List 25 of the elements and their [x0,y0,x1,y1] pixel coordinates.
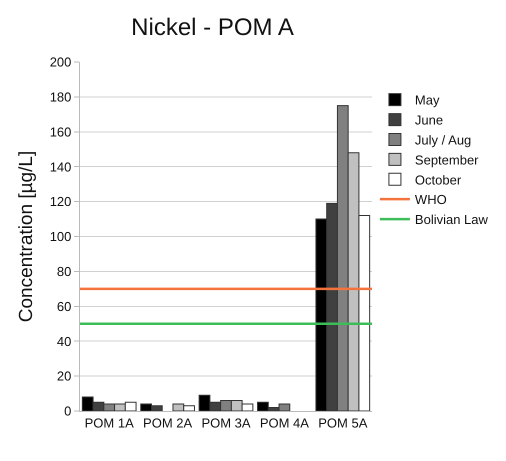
y-tick-label: 40 [56,334,72,349]
x-tick-label: POM 4A [260,416,310,431]
y-tick-label: 140 [50,159,72,174]
y-tick-label: 120 [50,194,72,210]
y-tick-label: 0 [64,404,72,419]
x-tick-label: POM 5A [318,416,368,431]
legend-label: May [414,92,440,108]
y-tick-label: 180 [50,89,72,104]
y-tick-label: 20 [56,368,72,384]
legend-label: July / Aug [414,132,472,148]
y-axis-title: Concentration [µg/L] [16,150,37,322]
legend-label: Bolivian Law [414,212,489,228]
y-tick-label: 100 [50,229,72,244]
x-tick-label: POM 1A [84,416,134,431]
y-tick-label: 200 [50,54,72,70]
y-tick-label: 80 [56,264,72,279]
x-tick-label: POM 2A [143,416,192,431]
y-tick-label: 60 [56,298,72,314]
y-tick-label: 160 [50,124,72,140]
legend-label: September [414,152,480,168]
legend-label: WHO [414,192,447,208]
legend-label: October [414,172,462,188]
x-tick-label: POM 3A [201,416,251,431]
chart-title: Nickel - POM A [131,14,294,42]
legend-label: June [414,112,444,128]
